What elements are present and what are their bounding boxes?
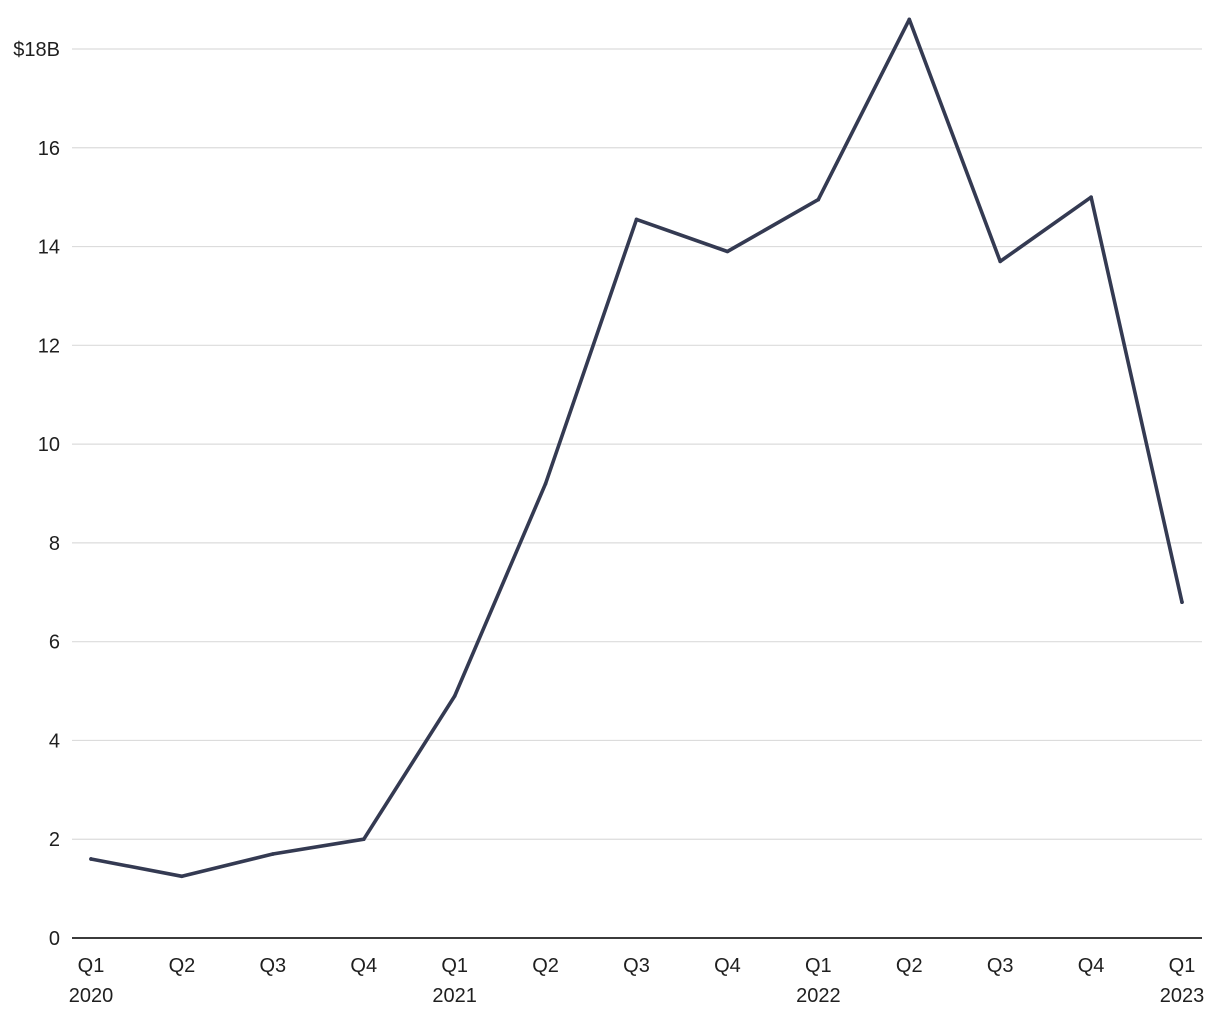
x-tick-label-year: 2021 [432, 985, 477, 1007]
data-point [907, 17, 912, 22]
x-tick-label-year: 2020 [69, 985, 114, 1007]
y-axis-tick-labels: 0 2 4 6 8 10 12 14 16 $18B [13, 39, 60, 950]
y-tick-label: $18B [13, 39, 60, 61]
grid-lines [72, 48, 1202, 840]
y-tick-label: 16 [38, 138, 60, 160]
data-point [1089, 195, 1093, 199]
x-tick-label-quarter: Q2 [169, 955, 196, 977]
y-tick-label: 8 [49, 533, 60, 555]
x-tick-label-quarter: Q1 [1169, 955, 1196, 977]
x-tick-label-quarter: Q2 [896, 955, 923, 977]
x-tick-label-quarter: Q1 [78, 955, 105, 977]
y-tick-label: 4 [49, 730, 60, 752]
y-tick-label: 14 [38, 237, 60, 259]
data-point [271, 852, 275, 856]
data-point [452, 694, 457, 698]
data-point [634, 217, 639, 222]
data-point [543, 481, 548, 486]
x-tick-label-quarter: Q3 [987, 955, 1014, 977]
x-axis-tick-labels: Q1 2020 Q2 Q3 Q4 Q1 2021 Q2 Q3 Q4 Q1 2022 Q2 Q3 Q4 Q1 20… [69, 955, 1205, 1007]
data-point [725, 249, 730, 254]
x-tick-label-year: 2023 [1160, 985, 1205, 1007]
series-layer [89, 17, 1184, 879]
x-tick-label-year: 2022 [796, 985, 841, 1007]
data-point [816, 197, 821, 202]
x-tick-label-quarter: Q1 [441, 955, 468, 977]
x-tick-label-quarter: Q4 [350, 955, 377, 977]
y-tick-label: 0 [49, 928, 60, 950]
x-tick-label-quarter: Q2 [532, 955, 559, 977]
y-tick-label: 2 [49, 829, 60, 851]
data-point [89, 857, 93, 861]
data-point [361, 837, 366, 842]
x-tick-label-quarter: Q3 [623, 955, 650, 977]
x-tick-label-quarter: Q3 [259, 955, 286, 977]
y-tick-label: 12 [38, 335, 60, 357]
data-point [1180, 600, 1184, 604]
data-point [998, 259, 1002, 264]
y-tick-label: 10 [38, 434, 60, 456]
data-point [180, 874, 184, 879]
x-tick-label-quarter: Q4 [714, 955, 741, 977]
x-tick-label-quarter: Q4 [1078, 955, 1105, 977]
x-tick-label-quarter: Q1 [805, 955, 832, 977]
y-tick-label: 6 [49, 632, 60, 654]
